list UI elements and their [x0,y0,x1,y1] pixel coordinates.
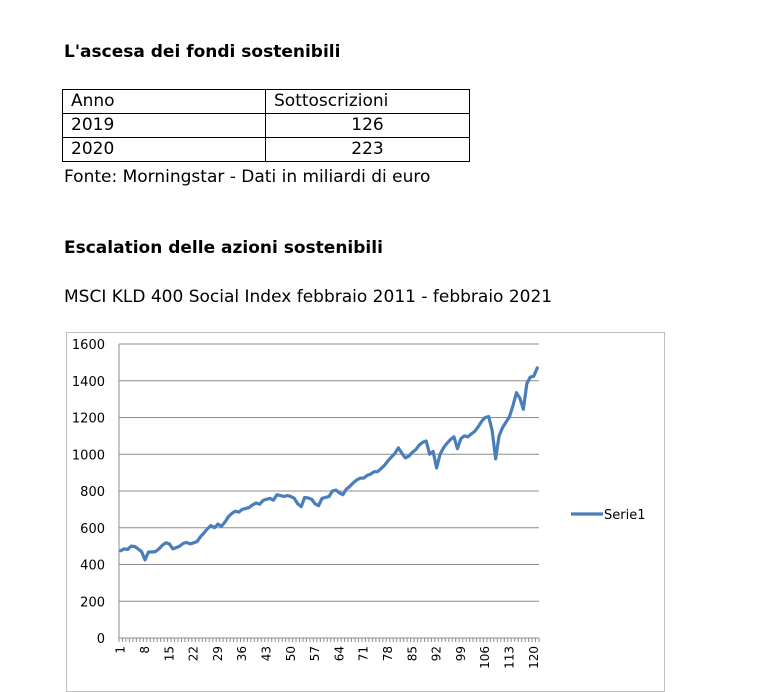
x-tick-label: 64 [332,646,346,661]
table-cell-value: 126 [265,113,470,138]
y-tick-label: 1600 [72,338,105,353]
y-tick-label: 800 [80,485,105,500]
table-header-row: Anno Sottoscrizioni [62,89,470,114]
table-header-subscriptions: Sottoscrizioni [265,89,470,114]
y-tick-label: 1400 [72,375,105,390]
x-tick-label: 8 [138,646,152,654]
x-tick-label: 43 [260,646,274,661]
table-cell-value: 223 [265,137,470,162]
line-chart: 0 200 400 600 800 1000 1200 1400 1600 1 8 15 22 29 36 4… [72,338,646,669]
x-tick-label: 106 [478,646,492,669]
x-tick-label: 15 [162,646,176,661]
x-tick-label: 85 [405,646,419,661]
x-tick-label: 78 [381,646,395,661]
chart-container: 0 200 400 600 800 1000 1200 1400 1600 1 8 15 22 29 36 4… [66,332,665,692]
table-cell-year: 2019 [62,113,266,138]
x-tick-label: 50 [284,646,298,661]
y-tick-label: 200 [80,595,105,610]
series-line [119,366,539,562]
x-tick-label: 120 [527,646,541,669]
x-tick-label: 1 [114,646,128,654]
y-tick-label: 400 [80,559,105,574]
chart-subtitle: MSCI KLD 400 Social Index febbraio 2011 … [64,287,553,307]
section-title-funds: L'ascesa dei fondi sostenibili [64,42,341,62]
table-header-year: Anno [62,89,266,114]
x-tick-label: 71 [357,646,371,661]
funds-table: Anno Sottoscrizioni 2019 126 2020 223 [62,89,470,162]
y-tick-label: 600 [80,522,105,537]
table-cell-year: 2020 [62,137,266,162]
x-tick-label: 36 [235,646,249,661]
x-tick-label: 57 [308,646,322,661]
table-row: 2019 126 [62,113,470,138]
legend-label: Serie1 [604,508,645,523]
y-tick-label: 1000 [72,448,105,463]
source-note: Fonte: Morningstar - Dati in miliardi di… [64,167,431,187]
table-row: 2020 223 [62,137,470,162]
y-tick-label: 1200 [72,412,105,427]
x-tick-label: 92 [430,646,444,661]
x-tick-label: 99 [454,646,468,661]
section-title-stocks: Escalation delle azioni sostenibili [64,238,383,258]
y-tick-label: 0 [97,632,105,647]
x-tick-label: 113 [502,646,516,669]
x-tick-label: 22 [187,646,201,661]
x-tick-label: 29 [211,646,225,661]
